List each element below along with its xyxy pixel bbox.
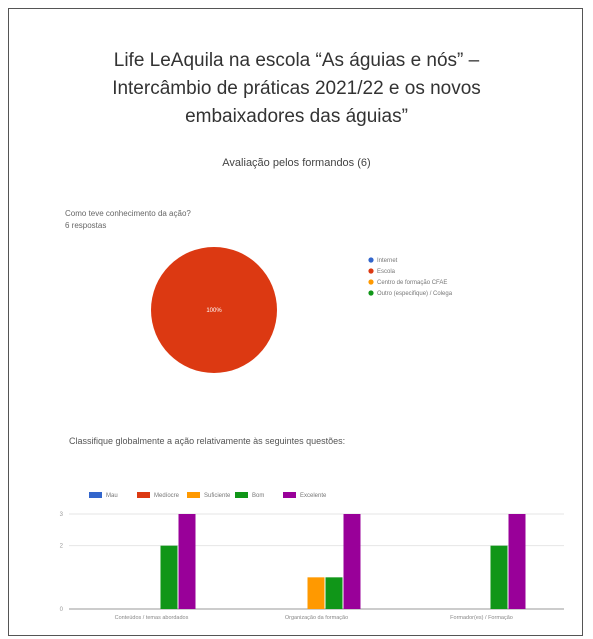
charts-canvas: 100% Internet Escola Centro de formação CFA… xyxy=(60,247,564,621)
bar-legend-label: Mau xyxy=(106,493,118,499)
pie-question-responses: 6 respostas xyxy=(65,221,107,230)
bar-legend-swatch xyxy=(235,492,248,498)
pie-question-title: Como teve conhecimento da ação? xyxy=(65,209,191,218)
y-tick-label: 2 xyxy=(60,544,64,550)
pie-legend-swatch xyxy=(368,279,374,285)
pie-legend-swatch xyxy=(368,257,374,263)
bar-legend-swatch xyxy=(137,492,150,498)
pie-slice-label: 100% xyxy=(206,308,222,314)
y-tick-label: 3 xyxy=(60,512,64,518)
pie-question: Como teve conhecimento da ação? 6 respos… xyxy=(65,208,191,232)
bar-legend-swatch xyxy=(283,492,296,498)
x-tick-label: Conteúdos / temas abordados xyxy=(115,615,189,621)
bar-question-title: Classifique globalmente a ação relativam… xyxy=(69,436,346,446)
bar xyxy=(307,577,325,609)
pie-legend-label: Internet xyxy=(377,258,398,264)
bar xyxy=(490,545,508,609)
bar-legend-swatch xyxy=(89,492,102,498)
pie-legend-label: Centro de formação CFAE xyxy=(377,280,447,286)
pie-legend-label: Escola xyxy=(377,269,396,275)
bar xyxy=(508,514,526,609)
report-frame: Life LeAquila na escola “As águias e nós… xyxy=(8,8,583,636)
page-title: Life LeAquila na escola “As águias e nós… xyxy=(49,47,544,131)
bar xyxy=(325,577,343,609)
bar-legend-label: Bom xyxy=(252,493,264,499)
pie-slice xyxy=(151,247,277,373)
bar-legend-label: Suficiente xyxy=(204,493,231,499)
title-line-3: embaixadores das águias” xyxy=(185,106,408,127)
pie-legend-swatch xyxy=(368,268,374,274)
bar xyxy=(178,514,196,609)
title-line-2: Intercâmbio de práticas 2021/22 e os nov… xyxy=(112,78,481,99)
bar xyxy=(343,514,361,609)
bar xyxy=(160,545,178,609)
x-tick-label: Organização da formação xyxy=(285,615,348,621)
x-tick-label: Formador(es) / Formação xyxy=(450,615,513,621)
bar-legend-label: Medíocre xyxy=(154,493,180,499)
bar-legend-label: Excelente xyxy=(300,493,327,499)
y-tick-label: 0 xyxy=(60,607,64,613)
title-line-1: Life LeAquila na escola “As águias e nós… xyxy=(113,50,480,71)
page-subtitle: Avaliação pelos formandos (6) xyxy=(222,157,371,169)
pie-legend-label: Outro (especifique) / Colega xyxy=(377,291,453,297)
bar-legend-swatch xyxy=(187,492,200,498)
pie-legend-swatch xyxy=(368,290,374,296)
